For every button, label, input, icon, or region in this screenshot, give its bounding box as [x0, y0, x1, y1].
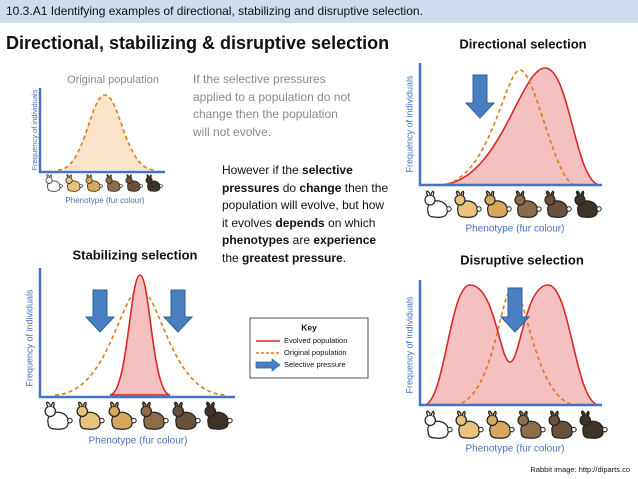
rabbit-icon: [140, 401, 169, 430]
bold-text: selective pressures: [222, 163, 353, 195]
rabbit-icon: [424, 410, 453, 439]
rabbit-icon: [574, 190, 602, 218]
pressure-arrow: [499, 287, 531, 333]
rabbit-icon: [125, 174, 143, 192]
bold-text: experience: [313, 233, 377, 247]
bold-text: greatest pressure: [242, 250, 343, 265]
text: do: [279, 180, 300, 195]
slide-title: Directional, stabilizing & disruptive se…: [6, 33, 389, 53]
y-axis-label: Frequency of individuals: [24, 289, 34, 387]
rabbit-icon: [145, 174, 163, 192]
x-axis-label: Phenotype (fur colour): [65, 196, 144, 205]
y-axis-label: Frequency of individuals: [404, 296, 414, 394]
rabbit-icon: [548, 410, 577, 439]
rabbit-icon: [76, 401, 105, 430]
rabbit-icon: [85, 174, 103, 192]
rabbit-icon: [454, 190, 482, 218]
rabbit-icon: [514, 190, 542, 218]
evolved-curve: [109, 274, 171, 396]
credit: Rabbit image: http://diparts.co: [530, 465, 630, 474]
key-title: Key: [301, 322, 317, 332]
header-bar: [0, 0, 638, 23]
y-axis-label: Frequency of individuals: [404, 75, 414, 173]
x-axis-label: Phenotype (fur colour): [466, 224, 565, 235]
panel-title: Disruptive selection: [460, 252, 584, 267]
rabbit-icon: [544, 190, 572, 218]
rabbit-icon: [486, 410, 515, 439]
panel-title: Stabilizing selection: [73, 247, 198, 262]
text: then the population will evolve, but how…: [222, 180, 389, 230]
header-title: 10.3.A1 Identifying examples of directio…: [6, 4, 423, 18]
bold-text: change: [299, 180, 342, 195]
pressure-arrow: [464, 74, 496, 119]
axes: [418, 63, 602, 187]
key-item: Evolved population: [284, 336, 347, 345]
text: the: [222, 250, 243, 265]
pressure-arrow: [84, 289, 116, 333]
axes: [418, 280, 602, 407]
key-item: Original population: [284, 348, 347, 357]
paragraph: However if the selective pressures do ch…: [222, 162, 390, 267]
rabbit-icon: [204, 401, 233, 430]
rabbit-icon: [44, 401, 73, 430]
rabbit-icon: [424, 190, 452, 218]
x-axis-label: Phenotype (fur colour): [466, 444, 565, 455]
text: .: [342, 250, 347, 265]
paragraph: If the selective pressures applied to a …: [193, 71, 355, 141]
rabbit-icon: [45, 174, 63, 192]
panel-label: Original population: [67, 74, 159, 86]
pressure-arrow: [162, 289, 194, 333]
rabbit-icon: [108, 401, 137, 430]
rabbit-icon: [579, 410, 608, 439]
x-axis-label: Phenotype (fur colour): [89, 436, 188, 447]
bold-text: depends: [275, 215, 325, 230]
rabbit-icon: [65, 174, 83, 192]
panel-title: Directional selection: [459, 36, 586, 51]
rabbit-icon: [105, 174, 123, 192]
evolved-curve: [424, 284, 599, 406]
rabbit-icon: [517, 410, 546, 439]
text: However if the: [222, 163, 303, 177]
text: on which: [324, 215, 376, 230]
text: are: [289, 233, 314, 247]
rabbit-icon: [455, 410, 484, 439]
original-curve: [57, 94, 156, 171]
y-axis-label: Frequency of individuals: [30, 89, 39, 170]
axes: [38, 268, 235, 399]
bold-text: phenotypes: [222, 233, 290, 247]
key-item: Selective pressure: [284, 360, 346, 369]
rabbit-icon: [172, 401, 201, 430]
rabbit-icon: [484, 190, 512, 218]
original-area: [58, 95, 155, 170]
key-swatch: [255, 358, 281, 372]
text: If the selective pressures applied to a …: [193, 72, 351, 139]
axes: [38, 88, 165, 174]
original-curve: [439, 69, 576, 186]
evolved-curve: [439, 67, 601, 186]
